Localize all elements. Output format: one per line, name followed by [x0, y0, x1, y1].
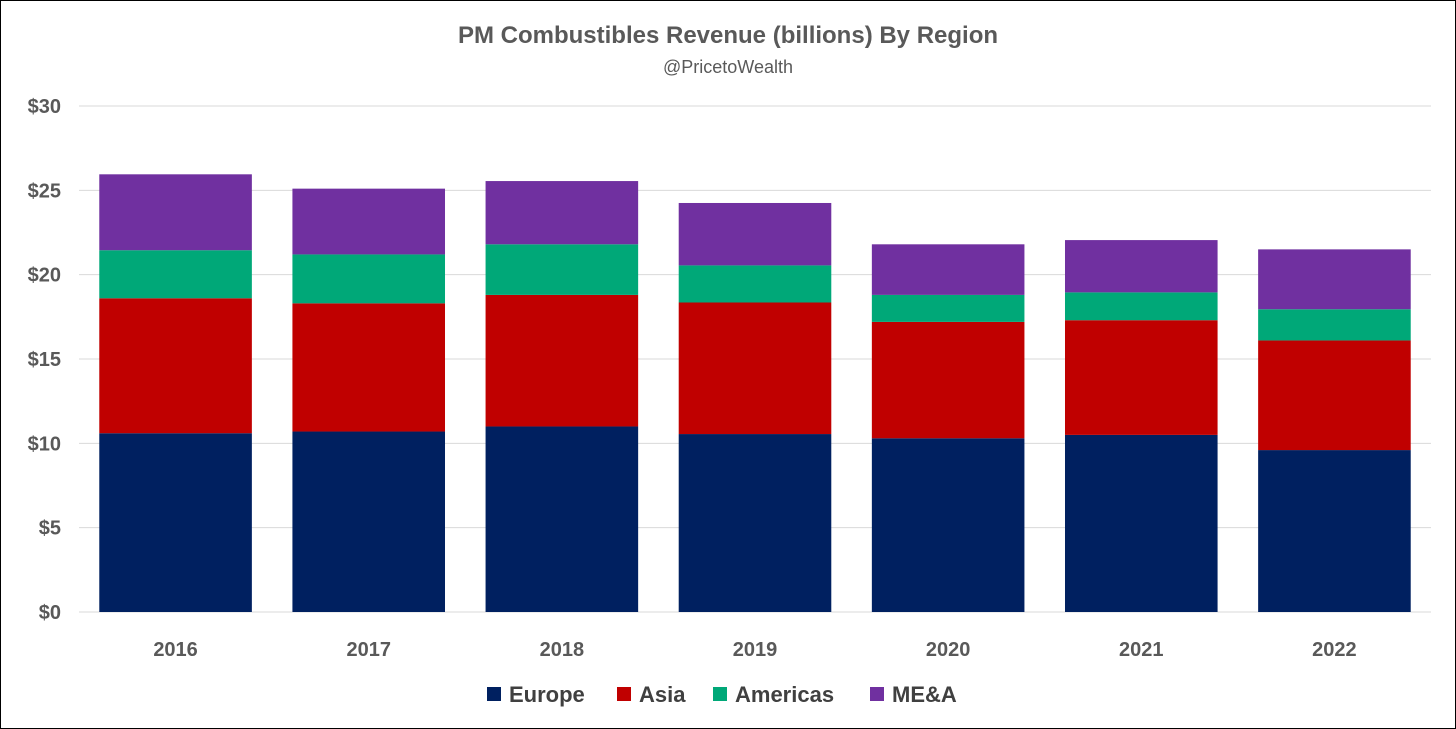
x-tick-label: 2020 — [926, 639, 971, 661]
y-tick-label: $5 — [39, 518, 61, 540]
bar-europe-2017 — [292, 431, 446, 612]
bar-mea-2017 — [292, 188, 446, 255]
y-tick-label: $25 — [28, 180, 61, 202]
bar-mea-2021 — [1064, 240, 1218, 293]
x-tick-label: 2021 — [1119, 639, 1164, 661]
y-tick-label: $10 — [28, 433, 61, 455]
bar-asia-2021 — [1064, 320, 1218, 435]
legend-swatch — [617, 687, 631, 701]
bar-europe-2020 — [871, 438, 1025, 612]
bar-europe-2019 — [678, 434, 832, 612]
bar-mea-2020 — [871, 244, 1025, 295]
bar-asia-2019 — [678, 302, 832, 435]
bar-asia-2017 — [292, 303, 446, 432]
bar-americas-2021 — [1064, 292, 1218, 321]
bar-europe-2022 — [1258, 450, 1411, 612]
x-tick-label: 2016 — [153, 639, 198, 661]
legend-swatch — [713, 687, 727, 701]
legend-label: Asia — [639, 682, 686, 707]
x-tick-label: 2022 — [1312, 639, 1357, 661]
bar-americas-2019 — [678, 265, 832, 303]
bar-asia-2020 — [871, 321, 1025, 439]
x-tick-label: 2019 — [733, 639, 778, 661]
bar-mea-2016 — [99, 174, 252, 251]
y-tick-label: $15 — [28, 349, 61, 371]
bar-americas-2018 — [485, 244, 639, 295]
bar-europe-2018 — [485, 426, 639, 612]
bar-mea-2022 — [1258, 249, 1411, 310]
bar-europe-2016 — [99, 433, 252, 612]
bar-americas-2020 — [871, 294, 1025, 322]
x-tick-label: 2017 — [346, 639, 391, 661]
bar-europe-2021 — [1064, 434, 1218, 612]
y-tick-label: $20 — [28, 265, 61, 287]
x-tick-label: 2018 — [540, 639, 585, 661]
bar-asia-2016 — [99, 298, 252, 434]
bar-asia-2022 — [1258, 340, 1411, 451]
legend-label: Americas — [735, 682, 834, 707]
legend-label: Europe — [509, 682, 585, 707]
bar-americas-2017 — [292, 254, 446, 304]
bar-americas-2022 — [1258, 309, 1411, 341]
legend-label: ME&A — [892, 682, 957, 707]
bar-mea-2019 — [678, 202, 832, 266]
legend-swatch — [870, 687, 884, 701]
bar-mea-2018 — [485, 181, 639, 245]
legend-swatch — [487, 687, 501, 701]
y-tick-label: $30 — [28, 96, 61, 118]
chart-subtitle: @PricetoWealth — [663, 57, 793, 77]
bar-asia-2018 — [485, 294, 639, 427]
chart-title: PM Combustibles Revenue (billions) By Re… — [458, 22, 998, 49]
bar-americas-2016 — [99, 250, 252, 299]
y-tick-label: $0 — [39, 602, 61, 624]
